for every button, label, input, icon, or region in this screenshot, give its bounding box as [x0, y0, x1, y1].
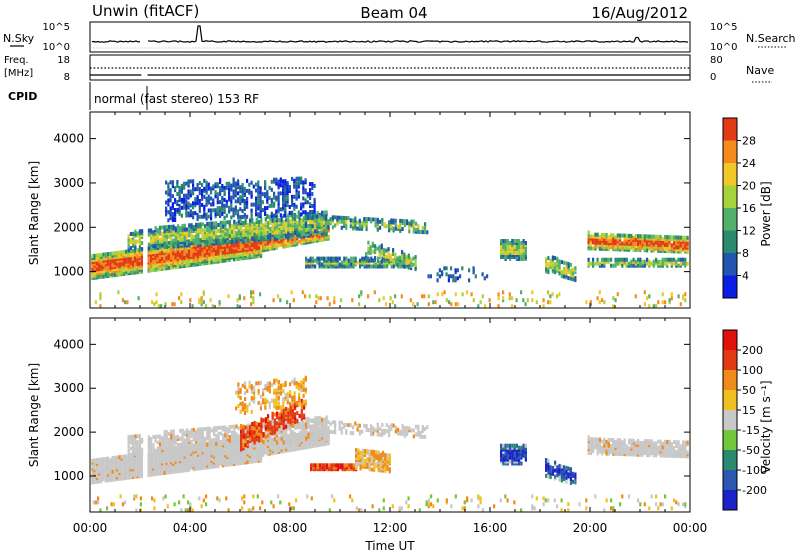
power-colorbar-swatch-7 [723, 275, 737, 299]
x-axis-label: Time UT [364, 539, 415, 553]
cpid-label: CPID [8, 90, 37, 103]
power-yticks-label-1: 2000 [53, 220, 84, 234]
nsky-label: N.Sky [3, 32, 35, 45]
power-colorbar-tick-6: 28 [742, 135, 756, 148]
freq-tick-bottom: 8 [64, 72, 70, 83]
date-title: 16/Aug/2012 [591, 4, 688, 22]
vel-yticks-label-0: 1000 [53, 469, 84, 483]
power-colorbar-tick-4: 20 [742, 180, 756, 193]
nsearch-tick-bottom: 10^0 [710, 42, 737, 53]
vel-yticks-label-1: 2000 [53, 425, 84, 439]
velocity-colorbar-tick-4: -15 [742, 424, 760, 437]
freq-panel: 18 8 80 0 Freq. [MHz] Nave [4, 54, 774, 83]
nave-label: Nave [746, 64, 774, 77]
nave-tick-bottom: 0 [710, 72, 716, 83]
nsky-line [91, 25, 689, 43]
power-panel: 1000 2000 3000 4000 Slant Range [km] 4 8 12 16… [27, 111, 773, 309]
power-colorbar: 4 8 12 16 20 24 28 [722, 117, 756, 299]
power-colorbar-swatch-5 [723, 230, 737, 254]
velocity-colorbar-swatch-2 [723, 370, 737, 391]
power-colorbar-tick-5: 24 [742, 157, 756, 170]
beam-title: Beam 04 [360, 4, 427, 22]
freq-tick-top: 18 [57, 55, 70, 66]
power-colorbar-swatch-3 [723, 185, 737, 209]
power-colorbar-tick-0: 4 [742, 270, 749, 283]
nsearch-label: N.Search [746, 32, 796, 45]
power-colorbar-tick-2: 12 [742, 225, 756, 238]
velocity-colorbar-tick-3: 15 [742, 404, 756, 417]
freq-label: Freq. [4, 55, 29, 66]
power-colorbar-swatch-0 [723, 118, 737, 141]
x-tick-label-4: 16:00 [473, 521, 508, 535]
nsky-tick-top: 10^5 [43, 22, 70, 33]
x-tick-label-6: 00:00 [673, 521, 708, 535]
x-tick-label-3: 12:00 [373, 521, 408, 535]
power-colorbar-tick-3: 16 [742, 202, 756, 215]
velocity-colorbar-label: Velocity [m s⁻¹] [759, 380, 773, 473]
velocity-colorbar-tick-5: -50 [742, 444, 760, 457]
velocity-ylabel: Slant Range [km] [27, 363, 41, 467]
x-tick-label-5: 20:00 [573, 521, 608, 535]
nave-tick-top: 80 [710, 55, 723, 66]
velocity-colorbar-swatch-5 [723, 430, 737, 451]
freq-unit-label: [MHz] [4, 68, 33, 79]
velocity-panel: 1000 2000 3000 4000 Slant Range [km] 200 100… [27, 317, 773, 513]
power-colorbar-swatch-2 [723, 163, 737, 186]
nsearch-tick-top: 10^5 [710, 22, 737, 33]
velocity-colorbar-tick-2: 50 [742, 384, 756, 397]
power-colorbar-label: Power [dB] [759, 181, 773, 246]
power-yticks-label-2: 3000 [53, 176, 84, 190]
power-yticks-label-0: 1000 [53, 265, 84, 279]
x-tick-label-2: 08:00 [273, 521, 308, 535]
velocity-heatmap [91, 375, 689, 513]
x-axis: 00:00 04:00 08:00 12:00 16:00 20:00 00:00 [73, 112, 708, 535]
power-yticks-label-3: 4000 [53, 132, 84, 146]
velocity-colorbar-swatch-3 [723, 390, 737, 411]
velocity-colorbar-swatch-7 [723, 470, 737, 491]
velocity-colorbar-tick-1: 100 [742, 364, 763, 377]
velocity-colorbar-tick-0: 200 [742, 344, 763, 357]
x-tick-label-0: 00:00 [73, 521, 108, 535]
velocity-colorbar-tick-6: -100 [742, 464, 767, 477]
power-colorbar-swatch-6 [723, 253, 737, 276]
power-colorbar-tick-1: 8 [742, 247, 749, 260]
vel-yticks-label-3: 4000 [53, 337, 84, 351]
x-tick-label-1: 04:00 [173, 521, 208, 535]
velocity-colorbar-swatch-1 [723, 350, 737, 371]
velocity-colorbar: 200 100 50 15 -15 -50 -100 -200 [722, 329, 767, 511]
nsky-tick-bottom: 10^0 [43, 42, 70, 53]
velocity-colorbar-swatch-6 [723, 450, 737, 471]
velocity-colorbar-swatch-4 [723, 410, 737, 431]
power-colorbar-swatch-4 [723, 208, 737, 231]
cpid-text: normal (fast stereo) 153 RF [94, 92, 259, 106]
velocity-colorbar-swatch-8 [723, 490, 737, 511]
power-colorbar-swatch-1 [723, 140, 737, 164]
velocity-colorbar-swatch-0 [723, 330, 737, 351]
power-heatmap [91, 176, 689, 309]
vel-yticks-label-2: 3000 [53, 381, 84, 395]
power-ylabel: Slant Range [km] [27, 161, 41, 265]
station-title: Unwin (fitACF) [92, 2, 199, 20]
nsky-panel: 10^5 10^0 10^5 10^0 N.Sky N.Search [3, 21, 796, 53]
velocity-colorbar-tick-7: -200 [742, 484, 767, 497]
